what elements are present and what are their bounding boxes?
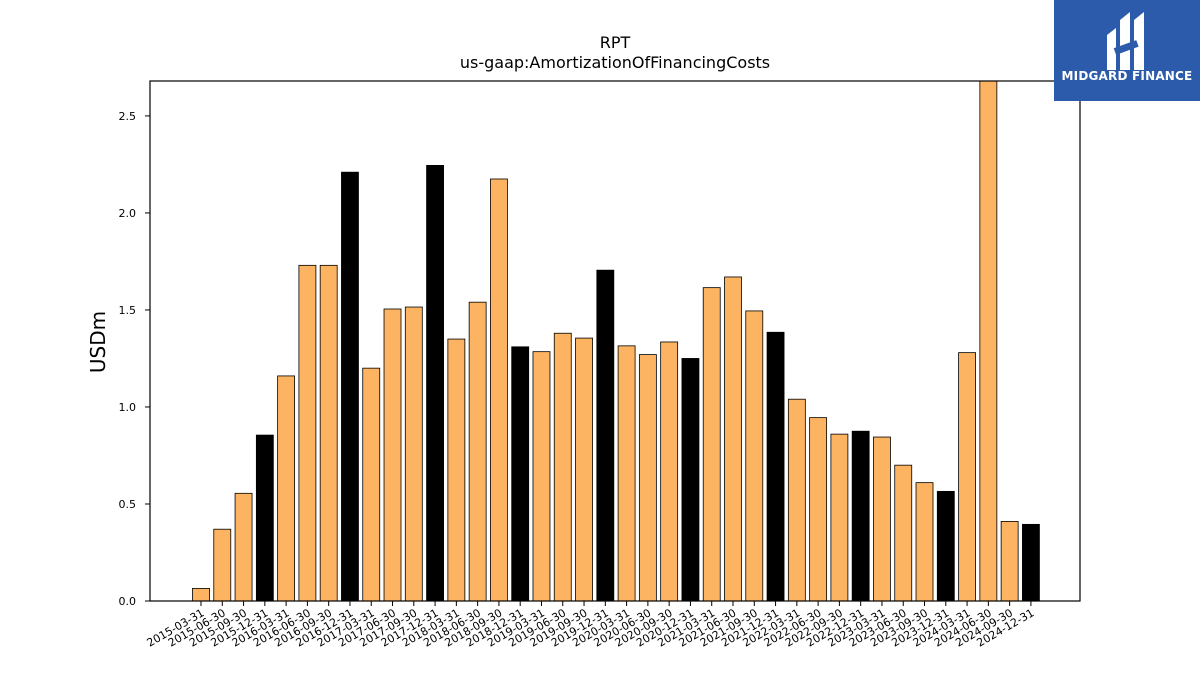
bar-2016-12-31 bbox=[341, 171, 359, 602]
chart-subtitle: us-gaap:AmortizationOfFinancingCosts bbox=[460, 53, 770, 72]
bar-2024-12-31 bbox=[1022, 523, 1040, 602]
bar-2015-09-30 bbox=[234, 492, 253, 602]
bar-2018-09-30 bbox=[490, 178, 508, 602]
midgard-logo-icon bbox=[1107, 12, 1144, 70]
bar-2017-06-30 bbox=[383, 308, 402, 602]
bar-2024-09-30 bbox=[1000, 521, 1019, 602]
bar-2022-06-30 bbox=[809, 417, 828, 602]
bar-2021-03-31 bbox=[702, 287, 721, 602]
bar-2018-06-30 bbox=[468, 301, 487, 602]
bar-2023-06-30 bbox=[894, 464, 913, 602]
x-axis: 2015-03-312015-06-302015-09-302015-12-31… bbox=[145, 601, 1036, 650]
bar-2021-09-30 bbox=[745, 310, 764, 602]
plot-frame bbox=[149, 80, 1081, 602]
y-tick-label: 1.5 bbox=[119, 304, 137, 317]
bar-2022-03-31 bbox=[787, 398, 806, 602]
bar-2016-03-31 bbox=[277, 375, 296, 602]
chart-title: RPT bbox=[600, 33, 631, 52]
y-tick-label: 1.0 bbox=[119, 401, 137, 414]
bar-2015-03-31 bbox=[192, 587, 210, 602]
bar-2024-03-31 bbox=[958, 352, 976, 602]
bar-2021-12-31 bbox=[766, 331, 785, 602]
bar-2020-06-30 bbox=[638, 354, 657, 602]
bar-2020-12-31 bbox=[681, 358, 700, 602]
bar-2017-03-31 bbox=[362, 367, 381, 602]
bar-2018-12-31 bbox=[511, 346, 530, 602]
bar-2019-12-31 bbox=[596, 269, 615, 602]
bar-2022-09-30 bbox=[830, 433, 849, 602]
bar-2019-03-31 bbox=[532, 351, 551, 602]
bar-2023-12-31 bbox=[936, 490, 955, 602]
bar-2023-03-31 bbox=[873, 436, 891, 602]
y-axis-label: USDm bbox=[86, 311, 110, 373]
bar-2018-03-31 bbox=[447, 338, 466, 602]
brand-logo: MIDGARD FINANCE bbox=[1054, 0, 1200, 101]
bar-2020-03-31 bbox=[617, 345, 636, 602]
bar-2016-09-30 bbox=[319, 264, 338, 602]
bar-2015-06-30 bbox=[213, 528, 232, 602]
bar-2022-12-31 bbox=[851, 430, 870, 602]
bar-2019-06-30 bbox=[553, 332, 572, 602]
bar-2016-06-30 bbox=[298, 264, 317, 602]
bar-2024-06-30 bbox=[979, 80, 998, 602]
y-tick-label: 2.0 bbox=[119, 207, 137, 220]
bar-2017-09-30 bbox=[404, 306, 423, 602]
y-axis: 0.0 0.5 1.0 1.5 2.0 2.5 bbox=[119, 110, 150, 608]
bar-2017-12-31 bbox=[426, 164, 444, 602]
bar-2015-12-31 bbox=[255, 434, 274, 602]
y-tick-label: 0.5 bbox=[119, 498, 137, 511]
y-tick-label: 0.0 bbox=[119, 595, 137, 608]
bar-2020-09-30 bbox=[660, 341, 679, 602]
bar-2023-09-30 bbox=[915, 482, 934, 602]
bar-2021-06-30 bbox=[724, 276, 742, 602]
brand-name: MIDGARD FINANCE bbox=[1061, 69, 1193, 83]
y-tick-label: 2.5 bbox=[119, 110, 137, 123]
bars-group bbox=[192, 80, 1040, 602]
bar-2019-09-30 bbox=[575, 337, 593, 602]
